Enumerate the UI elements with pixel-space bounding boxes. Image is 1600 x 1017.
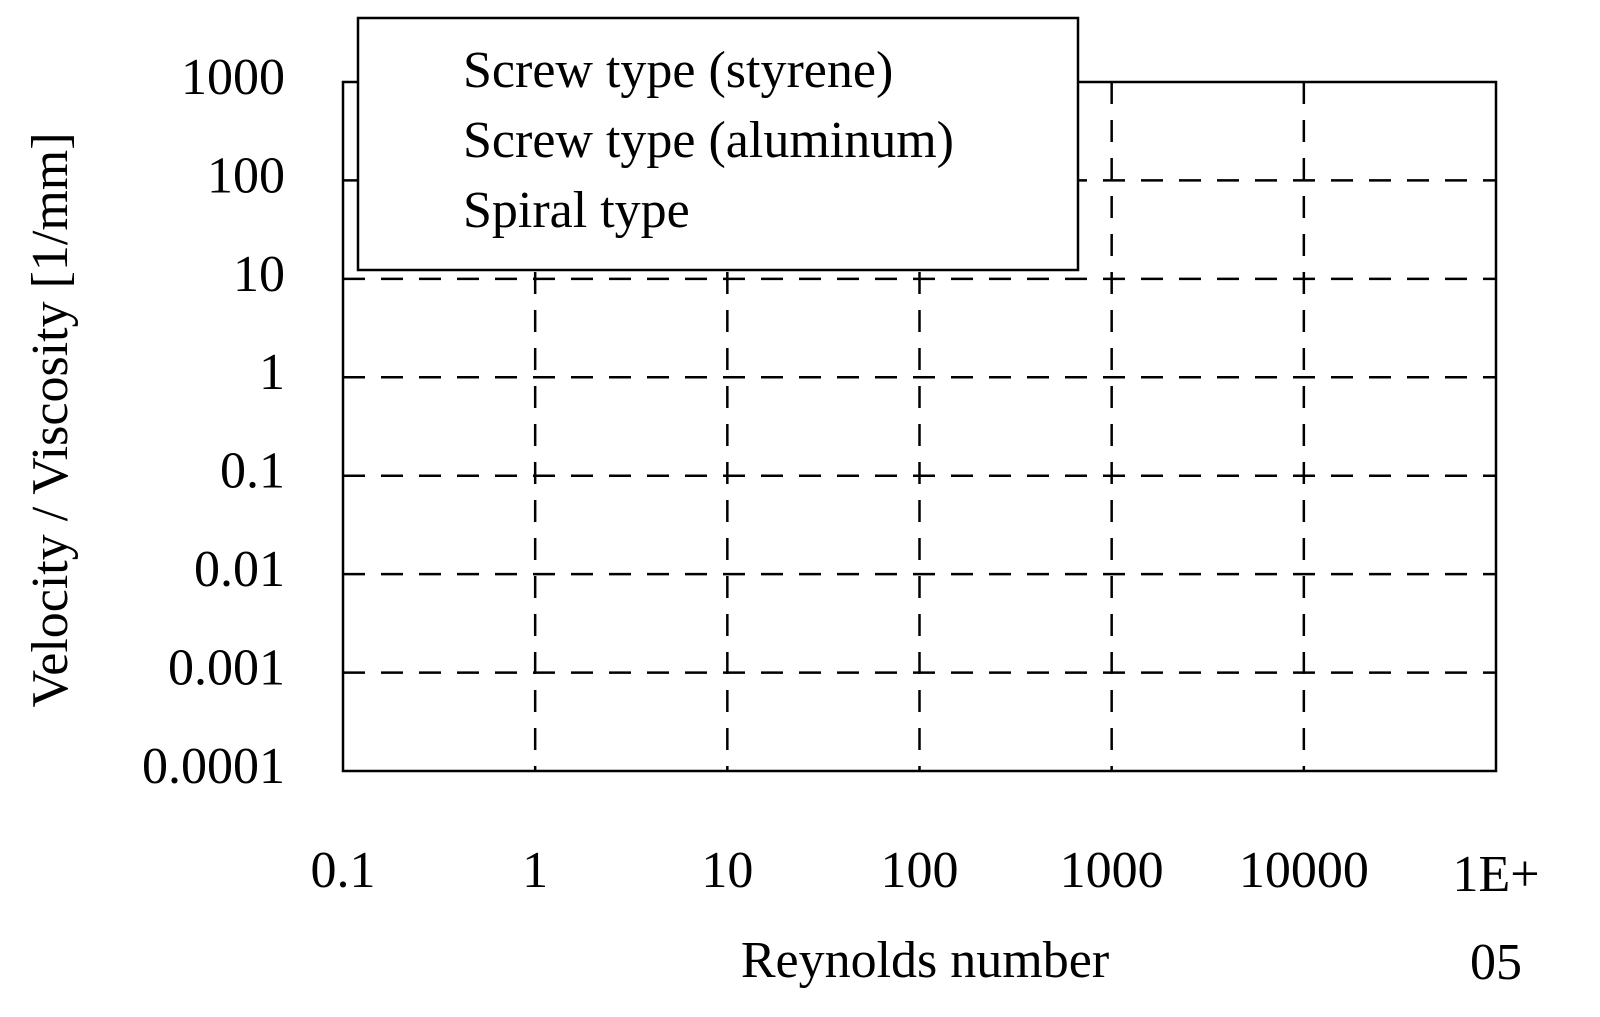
y-tick-label: 1 <box>259 344 285 401</box>
x-tick-label: 100 <box>881 842 959 899</box>
y-tick-label: 0.0001 <box>142 738 285 795</box>
y-tick-label: 10 <box>233 246 285 303</box>
x-tick-label: 10000 <box>1239 842 1369 899</box>
legend-label: Screw type (aluminum) <box>463 112 954 169</box>
y-tick-label: 0.001 <box>168 640 285 697</box>
x-axis-label: Reynolds number <box>741 932 1109 989</box>
x-tick-label: 1E+05 <box>1452 846 1540 991</box>
x-tick-label: 1 <box>522 842 548 899</box>
legend-label: Screw type (styrene) <box>463 42 893 99</box>
legend-box <box>356 16 1080 272</box>
x-tick-label: 0.1 <box>311 842 376 899</box>
y-tick-label: 1000 <box>181 49 285 106</box>
legend: Screw type (styrene) Screw type (aluminum… <box>356 16 1080 272</box>
y-axis-label: Velocity / Viscosity [1/mm] <box>22 132 79 707</box>
x-tick-label: 1000 <box>1060 842 1164 899</box>
x-tick-label: 10 <box>701 842 753 899</box>
y-tick-label: 0.1 <box>220 443 285 500</box>
y-tick-label: 100 <box>207 147 285 204</box>
legend-label: Spiral type <box>463 182 690 239</box>
y-tick-label: 0.01 <box>194 541 285 598</box>
